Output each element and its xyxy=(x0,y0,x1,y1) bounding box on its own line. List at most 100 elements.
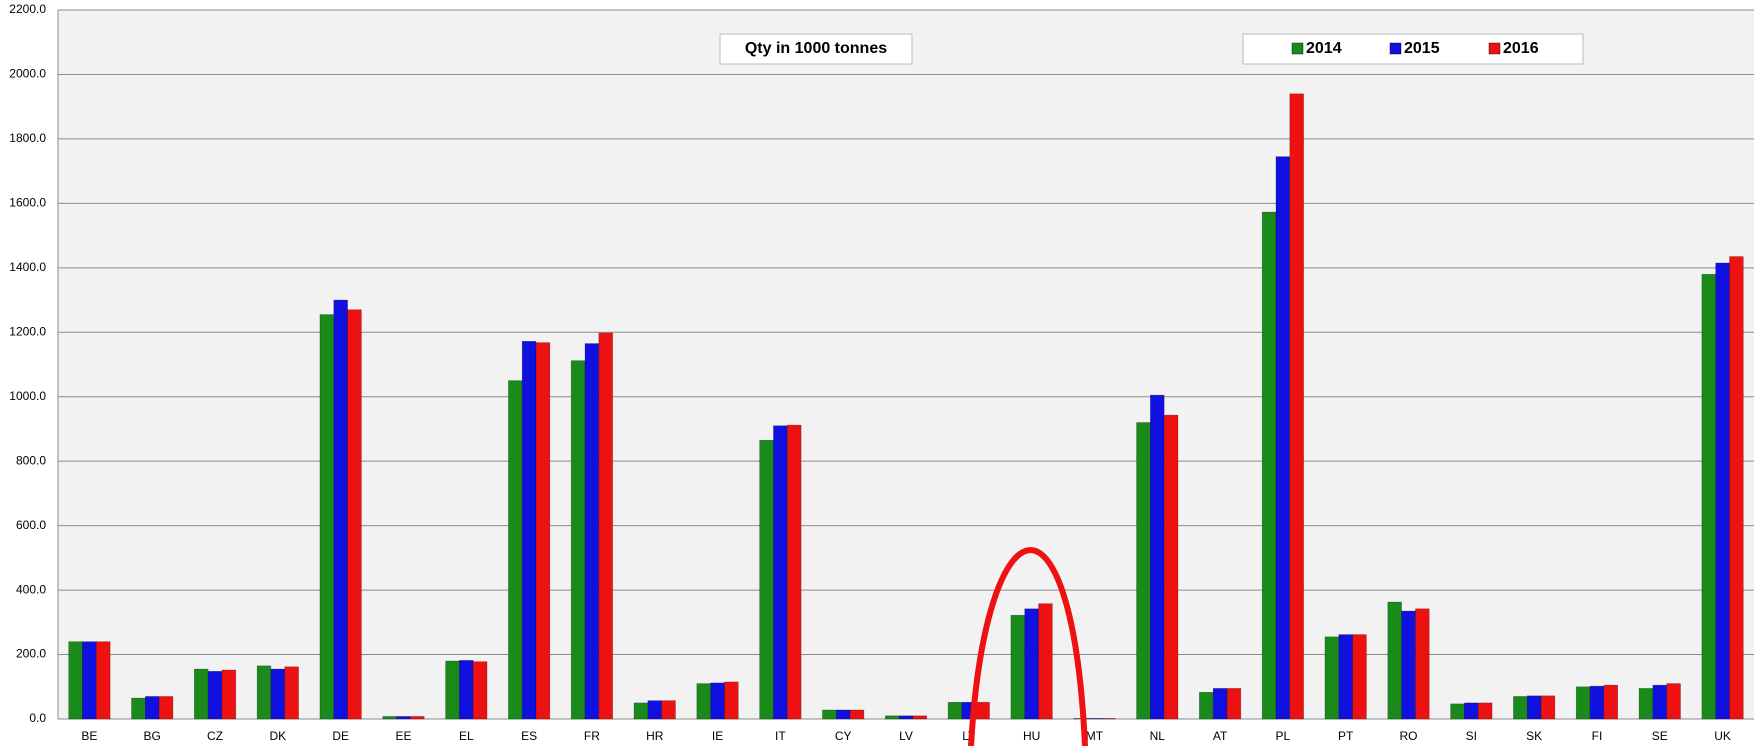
bar xyxy=(1275,156,1291,720)
bar xyxy=(194,668,209,720)
bar xyxy=(1212,688,1228,720)
bar xyxy=(1575,686,1591,720)
bar xyxy=(786,424,802,720)
bar xyxy=(1477,702,1493,720)
bar xyxy=(382,716,397,720)
bar xyxy=(131,697,146,720)
bar xyxy=(898,715,914,720)
bar xyxy=(1729,256,1744,720)
bar xyxy=(570,360,586,720)
plot-area xyxy=(58,10,1754,719)
bar xyxy=(1150,394,1165,720)
bar xyxy=(1087,718,1102,720)
x-tick-label: SI xyxy=(1466,729,1477,743)
legend-label: 2015 xyxy=(1404,40,1440,57)
x-tick-label: EE xyxy=(395,729,411,743)
bar xyxy=(1540,695,1556,720)
bar xyxy=(1163,414,1179,720)
bar xyxy=(1401,610,1416,720)
x-tick-label: ES xyxy=(521,729,537,743)
bar xyxy=(1526,695,1542,720)
x-tick-label: UK xyxy=(1714,729,1731,743)
y-tick-label: 1200.0 xyxy=(9,324,46,338)
bar xyxy=(1024,608,1039,720)
y-tick-label: 1800.0 xyxy=(9,131,46,145)
x-tick-label: FR xyxy=(584,729,600,743)
bar xyxy=(1603,684,1618,720)
y-tick-label: 400.0 xyxy=(16,582,46,596)
x-tick-label: MT xyxy=(1086,729,1104,743)
x-tick-label: HR xyxy=(646,729,664,743)
y-tick-label: 1400.0 xyxy=(9,260,46,274)
bar xyxy=(1415,608,1430,720)
bar xyxy=(1464,702,1479,720)
bar xyxy=(1701,273,1716,720)
x-tick-label: CY xyxy=(835,729,852,743)
bar xyxy=(96,641,111,720)
bar xyxy=(1136,422,1151,720)
bar xyxy=(284,666,299,720)
x-tick-label: PT xyxy=(1338,729,1354,743)
bar xyxy=(145,696,160,720)
bar xyxy=(459,660,474,720)
bar xyxy=(822,709,837,720)
bar xyxy=(221,669,237,720)
legend-swatch xyxy=(1389,42,1402,55)
x-tick-label: BE xyxy=(81,729,97,743)
x-tick-label: HU xyxy=(1023,729,1040,743)
bar xyxy=(1199,691,1214,720)
bar xyxy=(1666,683,1681,720)
y-tick-label: 2000.0 xyxy=(9,67,46,81)
bar xyxy=(598,332,613,720)
bar xyxy=(445,660,460,720)
bar xyxy=(1715,262,1730,720)
bar xyxy=(333,299,348,720)
bar xyxy=(835,709,851,720)
bar xyxy=(1226,688,1242,720)
bar xyxy=(1101,718,1116,720)
x-tick-label: RO xyxy=(1400,729,1418,743)
title-box xyxy=(719,33,913,65)
x-tick-label: LV xyxy=(899,729,913,743)
bar xyxy=(396,716,411,720)
x-tick-label: DE xyxy=(332,729,349,743)
bar xyxy=(1289,93,1304,720)
bar xyxy=(319,314,335,720)
bar xyxy=(1038,603,1053,720)
legend-swatch xyxy=(1488,42,1501,55)
bar xyxy=(849,709,865,720)
x-tick-label: AT xyxy=(1213,729,1228,743)
x-tick-label: BG xyxy=(144,729,161,743)
bar xyxy=(1352,634,1367,720)
x-tick-label: FI xyxy=(1592,729,1603,743)
bar xyxy=(1450,703,1465,720)
bar xyxy=(1652,684,1667,720)
x-tick-label: PL xyxy=(1276,729,1291,743)
chart-title: Qty in 1000 tonnes xyxy=(745,40,887,57)
bar xyxy=(1589,685,1605,720)
bar xyxy=(975,701,990,720)
bar xyxy=(1261,211,1277,720)
bar xyxy=(158,696,174,720)
highlight-arc xyxy=(968,547,1088,746)
y-tick-label: 1600.0 xyxy=(9,196,46,210)
bar xyxy=(1010,614,1026,720)
x-tick-label: IT xyxy=(775,729,786,743)
bar xyxy=(1513,696,1528,720)
y-tick-label: 200.0 xyxy=(16,647,46,661)
x-tick-label: SK xyxy=(1526,729,1542,743)
bar xyxy=(256,665,272,720)
x-tick-label: SE xyxy=(1652,729,1668,743)
y-tick-label: 2200.0 xyxy=(9,2,46,16)
bar xyxy=(68,641,83,720)
bar xyxy=(710,682,725,720)
bar xyxy=(647,700,662,720)
y-tick-label: 0.0 xyxy=(29,711,46,725)
bar xyxy=(270,668,286,720)
x-tick-label: DK xyxy=(270,729,287,743)
bar xyxy=(696,683,711,720)
bar xyxy=(773,425,788,720)
bar xyxy=(508,380,523,720)
bar xyxy=(1638,688,1654,720)
